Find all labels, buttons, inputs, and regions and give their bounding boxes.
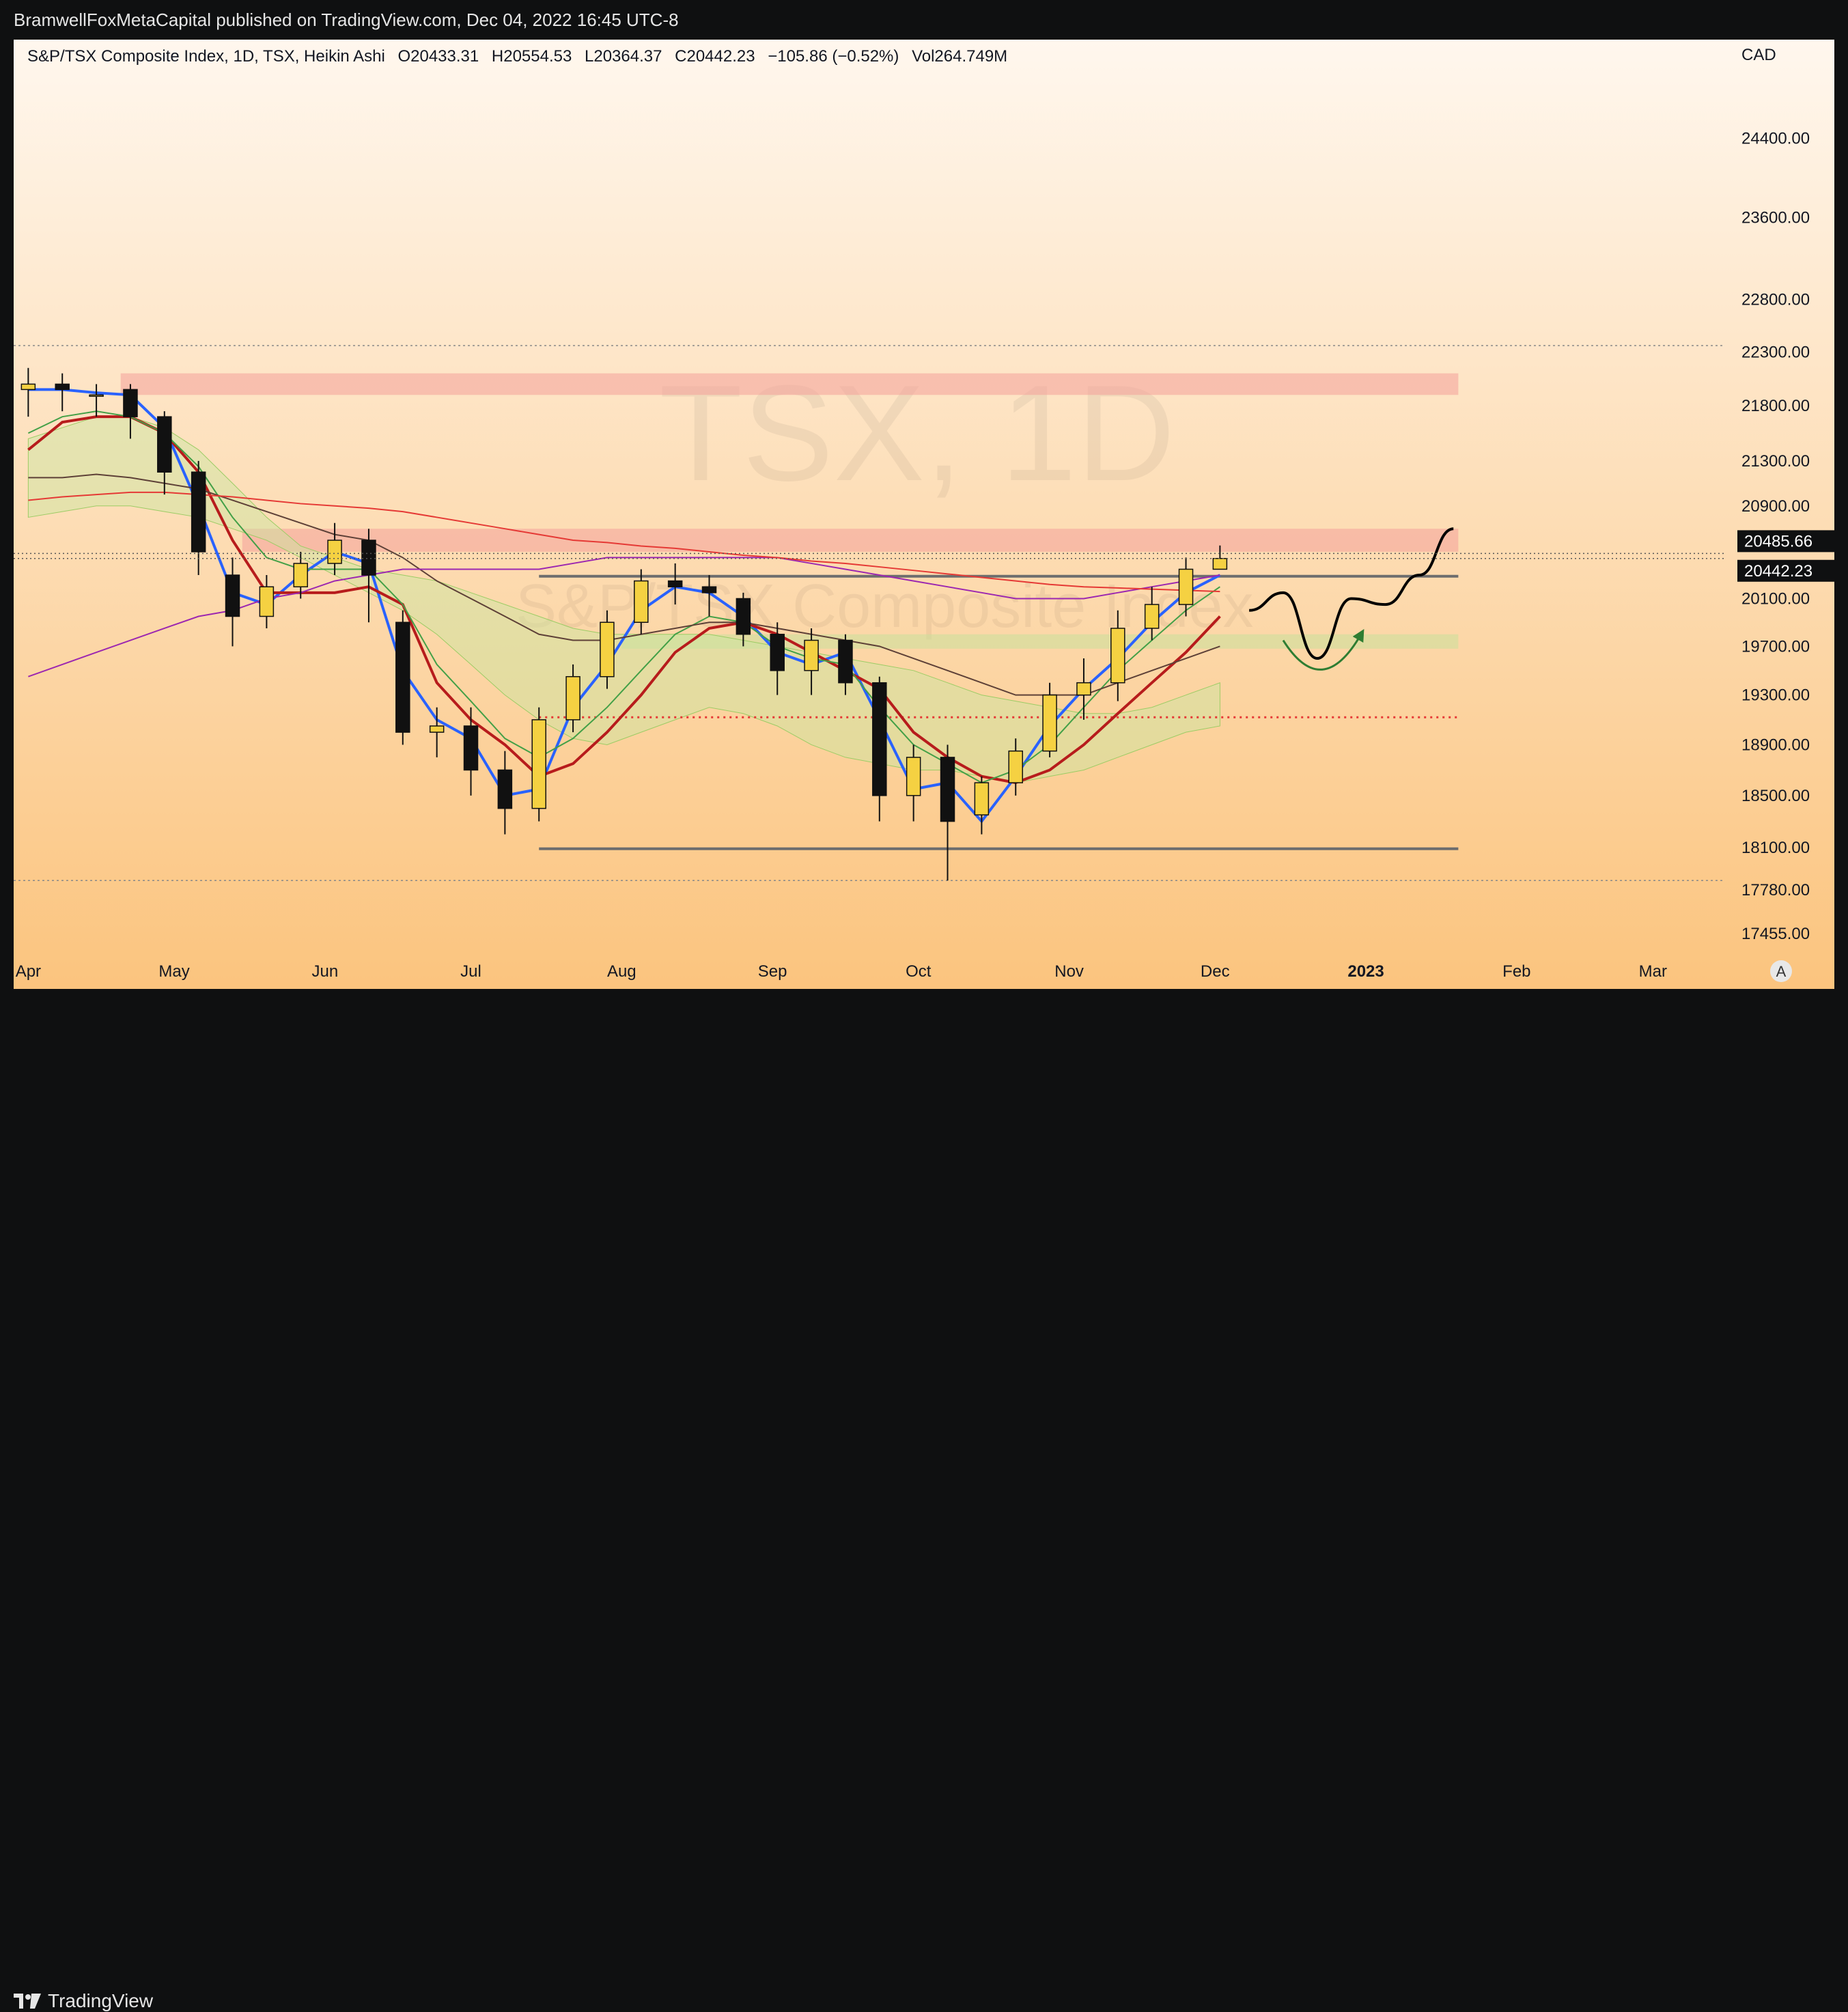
price-tick-label: 22800.00 [1741, 290, 1810, 309]
price-label-text: 20485.66 [1744, 532, 1812, 550]
price-label-box [1737, 530, 1837, 553]
candle-body [770, 633, 785, 671]
candle-body [600, 621, 615, 677]
candle-body [395, 621, 410, 733]
price-tick-label: 19300.00 [1741, 686, 1810, 705]
candle-body [1110, 628, 1125, 684]
indicator-line [28, 473, 1220, 696]
zone-rect [242, 529, 1459, 552]
indicator-line [28, 491, 1220, 593]
candle-body [804, 639, 819, 671]
price-tick-label: 24400.00 [1741, 129, 1810, 148]
price-tick-label: 22300.00 [1741, 343, 1810, 361]
candle-body [429, 725, 445, 733]
currency-label: CAD [1741, 46, 1776, 64]
candle-body [497, 769, 513, 809]
candle-body [361, 540, 376, 576]
candle-body [1212, 558, 1228, 570]
price-axis: 24400.00 23600.00 22800.00 22300.00 21800.00… [14, 129, 1837, 943]
volume-value: Vol264.749M [912, 47, 1007, 66]
time-tick-label: Feb [1502, 962, 1530, 981]
candle-body [565, 675, 580, 721]
time-tick-label: Apr [16, 962, 41, 981]
time-axis: Apr May Jun Jul Aug Sep Oct Nov Dec 2023 Feb Mar [16, 962, 1667, 981]
time-tick-label: Jun [311, 962, 338, 981]
price-tick-label: 18500.00 [1741, 787, 1810, 805]
candle-body [463, 725, 479, 771]
tradingview-logo[interactable]: TradingView [14, 1990, 153, 2012]
time-tick-label: Oct [906, 962, 932, 981]
candle-body [123, 389, 138, 417]
chart-area[interactable]: TSX, 1D S&P/TSX Composite Index 24400.00… [14, 40, 1837, 989]
price-tick-label: 18900.00 [1741, 736, 1810, 754]
candle-body [701, 586, 717, 593]
chart-svg[interactable]: TSX, 1D S&P/TSX Composite Index 24400.00… [14, 40, 1837, 989]
candle-body [940, 757, 955, 822]
time-tick-label: Nov [1054, 962, 1084, 981]
candle-body [327, 540, 342, 564]
price-tick-label: 17780.00 [1741, 881, 1810, 899]
levels-layer [14, 345, 1725, 881]
high-value: H20554.53 [492, 47, 572, 66]
tradingview-logo-icon [14, 1994, 41, 2009]
time-tick-label: Dec [1201, 962, 1230, 981]
price-tick-label: 23600.00 [1741, 208, 1810, 227]
price-label-box [1737, 559, 1837, 582]
candle-body [634, 580, 649, 623]
change-value: −105.86 (−0.52%) [768, 47, 899, 66]
candle-body [55, 383, 70, 391]
candle-body [838, 639, 853, 684]
candle-body [667, 580, 683, 587]
publisher-line: BramwellFoxMetaCapital published on Trad… [14, 10, 679, 30]
price-tick-label: 17455.00 [1741, 925, 1810, 943]
auto-scale-circle [1770, 960, 1792, 982]
time-tick-label: May [158, 962, 189, 981]
time-tick-label: Sep [758, 962, 787, 981]
symbol-title: S&P/TSX Composite Index, 1D, TSX, Heikin… [27, 47, 385, 66]
brand-name: TradingView [48, 1990, 154, 2011]
low-value: L20364.37 [585, 47, 662, 66]
time-tick-label: Jul [460, 962, 481, 981]
open-value: O20433.31 [397, 47, 479, 66]
auto-scale-label: A [1776, 963, 1787, 980]
candle-body [1144, 604, 1160, 629]
candle-body [191, 471, 206, 553]
candle-body [736, 598, 751, 635]
candles-layer [20, 367, 1228, 881]
candle-body [1008, 750, 1023, 783]
price-tick-label: 21300.00 [1741, 452, 1810, 471]
projection-layer [1248, 527, 1454, 671]
candle-body [20, 383, 36, 391]
projection-arrow [1282, 628, 1364, 671]
time-tick-label: Aug [607, 962, 636, 981]
legend-line: S&P/TSX Composite Index, 1D, TSX, Heikin… [27, 47, 1007, 66]
chart-background [14, 40, 1834, 989]
candle-body [906, 757, 921, 796]
time-tick-label: 2023 [1347, 962, 1384, 981]
candle-body [872, 682, 887, 796]
projection-path [1248, 527, 1454, 660]
candle-body [1178, 568, 1194, 605]
close-value: C20442.23 [675, 47, 755, 66]
footer-bar: TradingView [0, 989, 1848, 2011]
price-tick-label: 20900.00 [1741, 497, 1810, 516]
price-tick-label: 19700.00 [1741, 637, 1810, 656]
zone-rect [120, 373, 1459, 395]
candle-body [157, 416, 172, 473]
candle-body [259, 586, 275, 617]
auto-scale-button[interactable]: A [1770, 960, 1792, 982]
candle-body [974, 782, 990, 815]
publisher-header: BramwellFoxMetaCapital published on Trad… [0, 0, 1848, 40]
price-tick-label: 21800.00 [1741, 397, 1810, 415]
candle-body [89, 394, 104, 397]
candle-body [1076, 682, 1091, 696]
price-label-text: 20442.23 [1744, 562, 1812, 581]
candle-body [293, 563, 308, 587]
price-tick-label: 20100.00 [1741, 589, 1810, 608]
candle-body [1042, 694, 1057, 752]
candle-body [531, 719, 546, 809]
candle-body [225, 574, 240, 617]
time-tick-label: Mar [1639, 962, 1667, 981]
price-tick-label: 18100.00 [1741, 839, 1810, 857]
